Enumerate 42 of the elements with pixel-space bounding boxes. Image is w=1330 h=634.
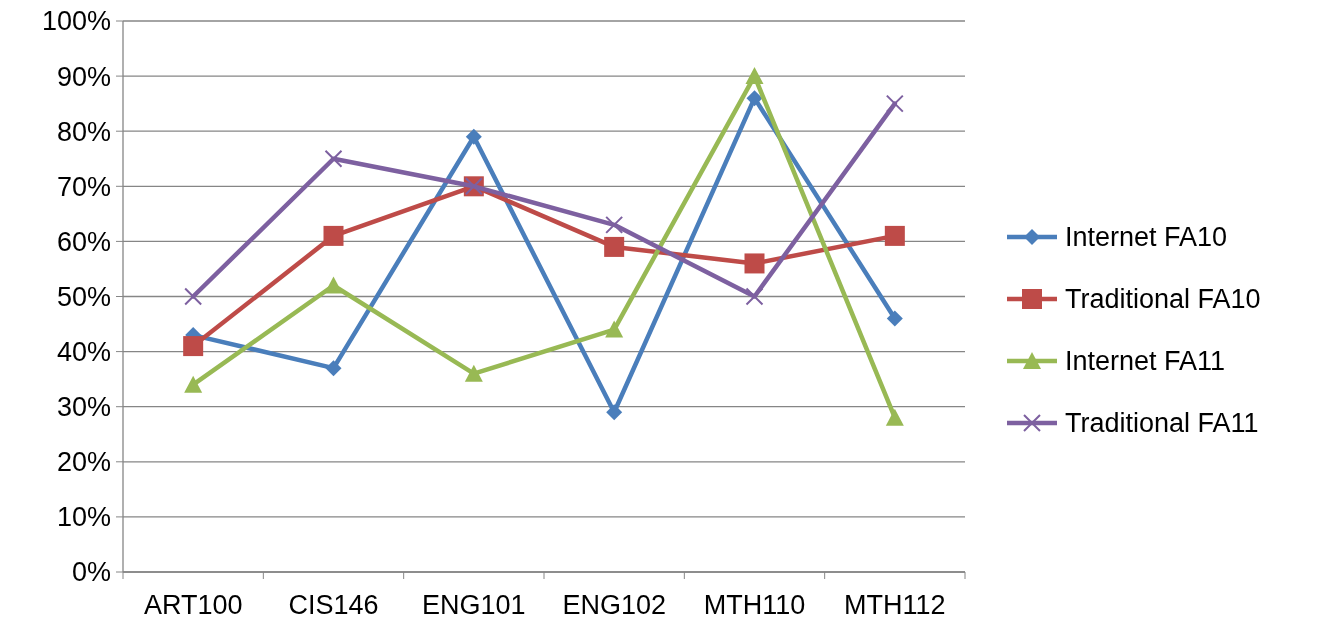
y-tick-label: 90% <box>56 61 111 92</box>
legend-label: Internet FA10 <box>1065 222 1228 253</box>
y-tick-label: 30% <box>56 392 111 423</box>
y-tick-label: 80% <box>56 116 111 147</box>
legend-label: Traditional FA10 <box>1065 284 1261 315</box>
point <box>183 336 204 357</box>
point <box>324 149 343 168</box>
x-tick-label: CIS146 <box>288 590 379 620</box>
point <box>324 276 343 294</box>
y-tick-label: 0% <box>71 557 111 588</box>
point <box>886 310 903 327</box>
y-tick-label: 10% <box>56 502 111 533</box>
point <box>884 225 905 246</box>
x-tick-label: ENG101 <box>422 590 526 620</box>
x-tick-label: MTH110 <box>703 590 806 620</box>
y-tick-label: 50% <box>56 281 111 312</box>
y-tick-label: 40% <box>56 337 111 368</box>
legend-label: Internet FA11 <box>1065 346 1226 377</box>
point <box>323 225 344 246</box>
point <box>605 320 624 338</box>
x-tick-label: ART100 <box>143 590 243 620</box>
point <box>606 404 623 421</box>
point <box>605 215 624 234</box>
point <box>885 408 904 426</box>
x-tick-label: ENG102 <box>562 590 666 620</box>
y-tick-label: 60% <box>56 226 111 257</box>
point <box>184 375 203 393</box>
y-tick-label: 100% <box>41 6 111 37</box>
point <box>465 128 482 145</box>
point <box>745 287 764 306</box>
point <box>464 364 483 382</box>
legend-label: Traditional FA11 <box>1065 408 1259 439</box>
x-tick-label: MTH112 <box>844 590 946 620</box>
point <box>746 90 763 107</box>
point <box>325 360 342 377</box>
point <box>885 94 904 113</box>
point <box>745 67 764 85</box>
y-tick-label: 20% <box>56 447 111 478</box>
point <box>604 236 625 257</box>
point <box>744 253 765 274</box>
point <box>184 287 203 306</box>
y-tick-label: 70% <box>56 171 111 202</box>
